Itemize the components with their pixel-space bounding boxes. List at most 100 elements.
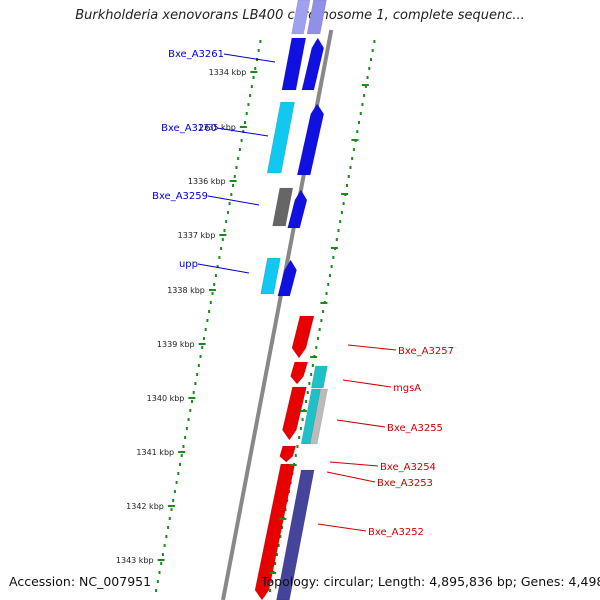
inner-track-dot <box>240 139 243 142</box>
tick-label: 1339 kbp <box>157 340 195 349</box>
gene-bxe-a3254 <box>279 445 297 463</box>
reverse-leader-line <box>329 461 379 467</box>
inner-track-dot <box>192 391 195 394</box>
tick-label: 1338 kbp <box>167 286 205 295</box>
inner-track-dot <box>161 553 164 556</box>
reverse-leader-line <box>317 523 367 532</box>
inner-track-dot <box>189 409 192 412</box>
gene-bxe-a3260-block-a <box>266 101 295 174</box>
gene-mgsa-a <box>290 361 309 385</box>
inner-track-dot <box>208 310 211 313</box>
inner-track-dot <box>184 436 187 439</box>
tick-label: 1334 kbp <box>209 68 247 77</box>
reverse-leader-line <box>347 344 397 351</box>
inner-track-dot <box>170 508 173 511</box>
outer-track-dot <box>347 175 350 178</box>
inner-track-dot <box>257 49 260 52</box>
inner-track-dot <box>245 112 248 115</box>
outer-track-dot <box>275 553 278 556</box>
inner-track-dot <box>223 229 226 232</box>
outer-track-dot <box>296 445 299 448</box>
inner-track-dot <box>254 67 257 70</box>
inner-track-dot <box>221 238 224 241</box>
inner-track-dot <box>199 355 202 358</box>
outer-track-dot <box>359 112 362 115</box>
outer-track-dot <box>322 310 325 313</box>
reverse-gene-label: Bxe_A3254 <box>380 462 436 473</box>
inner-track-dot <box>177 472 180 475</box>
gene-bxe-a3255-a <box>282 386 307 441</box>
outer-track-dot <box>301 418 304 421</box>
inner-track-dot <box>197 364 200 367</box>
gene-upp-block-a <box>260 257 281 295</box>
tick-label: 1341 kbp <box>136 448 174 457</box>
outer-track-dot <box>316 337 319 340</box>
inner-track-dot <box>158 571 161 574</box>
outer-track-dot <box>332 256 335 259</box>
forward-gene-label: upp <box>179 259 198 270</box>
outer-track-dot <box>299 427 302 430</box>
forward-leader-line <box>207 195 260 206</box>
inner-track-dot <box>185 427 188 430</box>
inner-track-dot <box>230 193 233 196</box>
tick-label: 1342 kbp <box>126 502 164 511</box>
inner-track-dot <box>172 499 175 502</box>
inner-track-dot <box>191 400 193 403</box>
outer-track-dot <box>306 391 309 394</box>
outer-track-dot <box>361 103 364 106</box>
outer-track-dot <box>335 238 338 241</box>
gene-bxe-a3260-block-b <box>296 103 325 176</box>
inner-track-dot <box>238 148 241 151</box>
inner-track-dot <box>213 283 216 286</box>
outer-track-dot <box>366 76 369 79</box>
reverse-leader-line <box>336 419 386 428</box>
outer-track-dot <box>308 382 311 385</box>
inner-track-dot <box>232 184 235 187</box>
outer-track-dot <box>298 436 301 439</box>
outer-track-dot <box>318 328 321 331</box>
gene-forward-partial <box>306 0 327 35</box>
inner-track-dot <box>173 490 176 493</box>
forward-leader-line <box>223 53 276 63</box>
tick-label: 1340 kbp <box>147 394 185 403</box>
outer-track-dot <box>270 580 273 583</box>
outer-track-dot <box>352 148 355 151</box>
outer-track-dot <box>294 454 297 457</box>
outer-track-dot <box>368 67 371 70</box>
outer-track-dot <box>363 94 366 97</box>
outer-track-dot <box>337 229 340 232</box>
inner-track-dot <box>156 580 159 583</box>
inner-track-dot <box>194 382 197 385</box>
outer-track-dot <box>320 319 323 322</box>
forward-gene-label: Bxe_A3259 <box>152 191 208 202</box>
scale-ticks: 1334 kbp 1335 kbp 1336 kbp 1337 kbp 1338 kbp… <box>116 68 369 574</box>
reverse-leader-line <box>326 471 376 483</box>
inner-track-dot <box>168 517 171 520</box>
outer-track-dot <box>349 166 352 169</box>
outer-track-dot <box>364 85 367 88</box>
inner-track-dot <box>233 175 236 178</box>
inner-track-dot <box>209 301 212 304</box>
gene-bxe-a3259-block-a <box>272 187 294 227</box>
outer-track-dot <box>358 121 361 124</box>
gene-bxe-a3259-block-b <box>287 189 308 229</box>
outer-track-dot <box>311 364 314 367</box>
inner-track-dot <box>249 94 252 97</box>
inner-track-dot <box>202 337 205 340</box>
outer-track-dot <box>274 562 277 565</box>
outer-track-dot <box>371 49 374 52</box>
reverse-gene-label: Bxe_A3253 <box>377 478 433 489</box>
gene-bxe-a3252 <box>276 469 315 600</box>
outer-track-dot <box>315 346 318 349</box>
gene-bxe-a3255-c <box>309 388 328 445</box>
inner-track-dot <box>242 130 245 133</box>
inner-track-dot <box>226 211 229 214</box>
inner-track-dot <box>155 589 158 592</box>
forward-leader-line <box>197 263 250 274</box>
outer-track-dot <box>346 184 349 187</box>
inner-track-dot <box>206 319 209 322</box>
genome-stats-text: Topology: circular; Length: 4,895,836 bp… <box>261 574 600 589</box>
outer-track-dot <box>339 220 342 223</box>
outer-track-dot <box>281 526 284 529</box>
